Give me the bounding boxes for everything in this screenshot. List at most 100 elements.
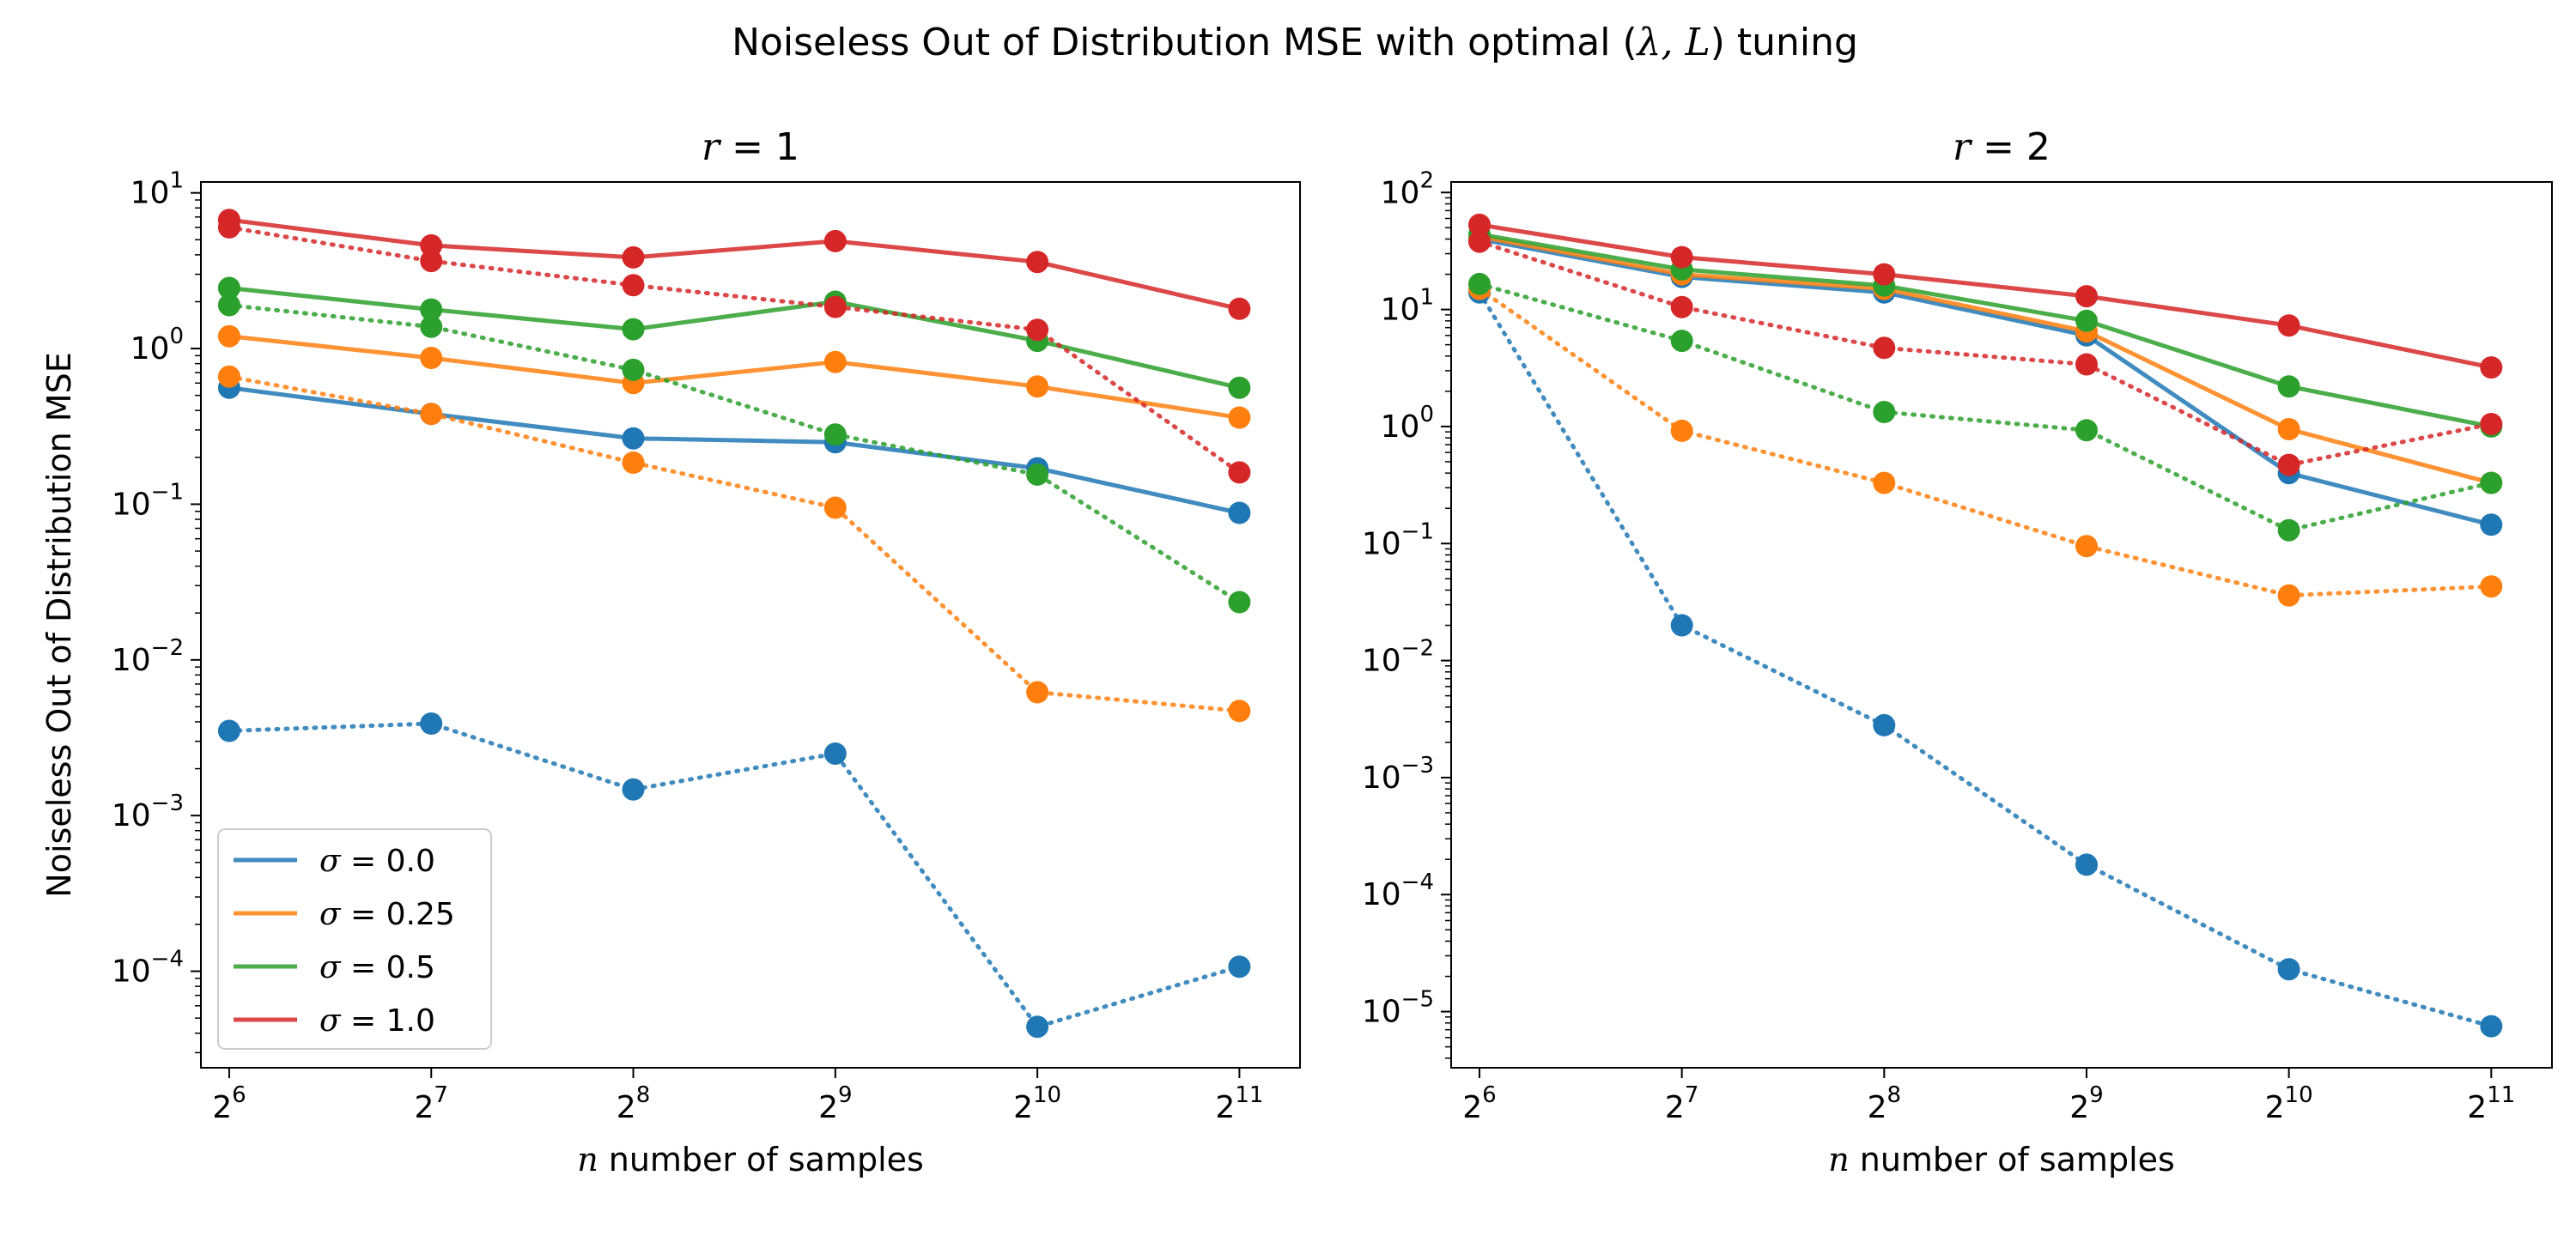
y-tick-exponent: −4 [151, 947, 184, 972]
data-point [2480, 575, 2503, 598]
data-point [1873, 263, 1896, 286]
x-tick-exponent: 9 [2089, 1082, 2104, 1108]
y-tick-base: 10 [112, 954, 151, 990]
series-sigma-0-dotted [1468, 281, 2503, 1038]
data-point [622, 427, 645, 450]
x-tick-base: 2 [1013, 1090, 1033, 1125]
legend-frame [217, 828, 492, 1050]
series-line [227, 225, 1242, 475]
data-point [823, 295, 847, 318]
data-point [2480, 356, 2503, 379]
panel-title-var: r [702, 125, 722, 169]
data-point [2277, 418, 2300, 440]
data-point [2075, 419, 2098, 442]
x-tick-label: 27 [415, 1082, 448, 1125]
series-line [1479, 222, 2492, 370]
x-tick-label: 27 [1665, 1082, 1698, 1125]
data-point [1228, 501, 1251, 524]
data-point [2480, 413, 2503, 435]
figure-title-prefix: Noiseless Out of Distribution MSE with o… [732, 21, 1637, 64]
figure-title: Noiseless Out of Distribution MSE with o… [732, 21, 1858, 64]
data-point [2277, 958, 2300, 981]
series-sigma-1-solid [217, 209, 1251, 320]
data-point [2075, 285, 2098, 308]
series-sigma-0_5-dotted [1468, 272, 2503, 542]
data-point [823, 742, 847, 765]
data-point [217, 719, 240, 742]
y-tick-exponent: 0 [169, 324, 184, 349]
x-tick-base: 2 [2069, 1090, 2089, 1125]
panel-title-var: r [1953, 125, 1973, 169]
series-line [1477, 287, 2494, 598]
x-tick-base: 2 [1665, 1090, 1685, 1125]
data-point [2075, 309, 2098, 332]
y-tick-base: 10 [112, 487, 151, 522]
x-tick-label: 211 [2467, 1082, 2515, 1125]
data-point [1873, 471, 1896, 494]
data-point [420, 712, 443, 735]
y-tick-exponent: −4 [1401, 869, 1434, 895]
data-point [1228, 591, 1251, 614]
legend-value: = 0.0 [341, 844, 435, 879]
data-point [217, 365, 240, 388]
data-point [1468, 230, 1491, 253]
data-point [217, 324, 240, 348]
x-axis-label-text: number of samples [1850, 1141, 2175, 1178]
y-tick-label: 10−3 [1362, 753, 1434, 796]
series-line [1479, 234, 2492, 486]
legend-label: σ = 0.5 [319, 950, 435, 985]
series-sigma-0_25-dotted [217, 365, 1251, 723]
data-point [622, 778, 645, 801]
x-axis-label-var: n [577, 1141, 598, 1178]
y-tick-exponent: −1 [1401, 518, 1434, 544]
y-tick-label: 100 [131, 324, 184, 367]
data-point [1228, 406, 1251, 429]
data-point [1228, 955, 1251, 978]
data-point [420, 403, 443, 426]
y-tick-exponent: −2 [1401, 636, 1434, 662]
data-point [2075, 853, 2098, 876]
x-tick-exponent: 9 [838, 1082, 853, 1108]
x-tick-label: 26 [212, 1082, 246, 1125]
data-point [420, 233, 443, 257]
data-point [2480, 1015, 2503, 1038]
y-tick-base: 10 [1381, 409, 1420, 445]
y-tick-label: 10−4 [112, 947, 184, 990]
x-tick-base: 2 [212, 1090, 232, 1125]
panel-title: r = 2 [1953, 125, 2050, 169]
panel-title-value: = 2 [1971, 125, 2050, 169]
legend-entry: σ = 0.25 [234, 897, 455, 932]
y-tick-label: 10−2 [112, 635, 184, 678]
data-point [1026, 681, 1049, 704]
y-tick-exponent: −5 [1401, 987, 1434, 1013]
x-tick-exponent: 11 [1235, 1082, 1263, 1108]
data-point [1026, 318, 1049, 342]
y-tick-label: 10−5 [1362, 987, 1434, 1030]
legend-label: σ = 1.0 [319, 1003, 435, 1039]
legend-value: = 0.25 [341, 897, 455, 932]
series-sigma-0_25-dotted [1468, 277, 2503, 607]
x-tick-exponent: 8 [1886, 1082, 1901, 1108]
data-point [2277, 453, 2300, 476]
y-tick-base: 10 [112, 643, 151, 678]
data-point [1228, 376, 1251, 399]
data-point [2480, 513, 2503, 536]
data-point [622, 274, 645, 297]
data-point [2480, 471, 2503, 494]
y-tick-base: 10 [1381, 293, 1420, 328]
legend-entry: σ = 0.5 [234, 950, 435, 985]
x-tick-label: 26 [1462, 1082, 1496, 1125]
x-tick-exponent: 10 [1033, 1082, 1061, 1108]
x-tick-label: 28 [617, 1082, 650, 1125]
series-sigma-1-solid [1468, 213, 2503, 379]
legend-label: σ = 0.25 [319, 897, 455, 932]
data-point [823, 496, 847, 519]
y-tick-label: 101 [1381, 285, 1434, 328]
x-tick-base: 2 [2265, 1090, 2285, 1125]
y-tick-base: 10 [1362, 877, 1401, 912]
panel-r2: 26 27 28 29 210 21110−510−410−310−210−1100101… [1362, 125, 2553, 1178]
legend-value: = 0.5 [341, 950, 435, 985]
y-tick-label: 100 [1381, 402, 1434, 445]
x-tick-label: 210 [2265, 1082, 2313, 1125]
